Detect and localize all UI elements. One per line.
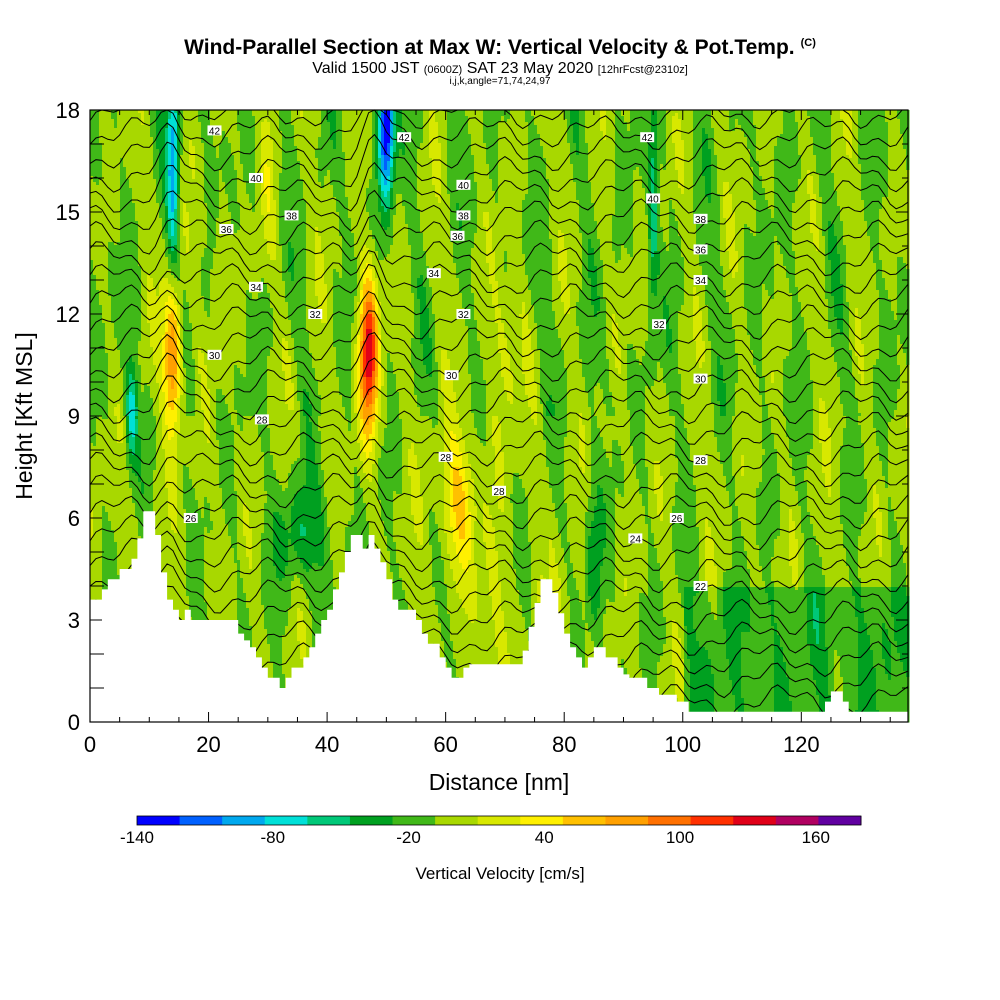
y-axis-label: Height [Kft MSL] (11, 332, 37, 499)
colorbar-swatch (818, 816, 861, 825)
contour-label: 42 (209, 126, 221, 137)
x-axis-label: Distance [nm] (429, 769, 570, 795)
contour-label: 26 (185, 514, 197, 525)
colorbar-tick-label: 100 (666, 828, 694, 848)
contour-label: 22 (695, 582, 707, 593)
contour-label: 28 (695, 456, 707, 467)
contour-label: 32 (653, 320, 665, 331)
contour-label: 34 (250, 283, 262, 294)
colorbar-tick-label: 160 (802, 828, 830, 848)
colorbar-swatch (265, 816, 308, 825)
contour-label: 28 (256, 415, 268, 426)
x-tick-label: 0 (84, 732, 96, 757)
y-tick-label: 12 (56, 302, 80, 327)
y-tick-label: 15 (56, 200, 80, 225)
contour-label: 30 (695, 375, 707, 386)
colorbar-tick-label: 40 (535, 828, 554, 848)
contour-label: 32 (310, 310, 322, 321)
y-tick-label: 3 (68, 608, 80, 633)
contour-label: 36 (695, 245, 707, 256)
x-tick-label: 100 (664, 732, 701, 757)
contour-label: 28 (493, 487, 505, 498)
contour-label: 40 (250, 174, 262, 185)
colorbar-swatch (393, 816, 436, 825)
colorbar-swatch (435, 816, 478, 825)
y-tick-label: 0 (68, 710, 80, 735)
colorbar-swatch (222, 816, 265, 825)
contour-label: 36 (221, 225, 233, 236)
contour-label: 42 (399, 133, 411, 144)
colorbar (137, 816, 862, 825)
contour-label: 32 (458, 310, 470, 321)
colorbar-title: Vertical Velocity [cm/s] (0, 864, 1000, 884)
contour-label: 38 (458, 211, 470, 222)
contour-label: 40 (648, 194, 660, 205)
colorbar-tick-label: -140 (120, 828, 154, 848)
colorbar-swatch (648, 816, 691, 825)
contour-label: 36 (452, 232, 464, 243)
colorbar-tick-label: -80 (260, 828, 285, 848)
colorbar-swatch (180, 816, 223, 825)
colorbar-swatch (478, 816, 521, 825)
y-tick-label: 6 (68, 506, 80, 531)
colorbar-swatch (520, 816, 563, 825)
colorbar-swatch (776, 816, 819, 825)
contour-label: 26 (671, 514, 683, 525)
colorbar-swatch (733, 816, 776, 825)
contour-label: 34 (695, 276, 707, 287)
contour-label: 24 (630, 534, 642, 545)
x-tick-label: 60 (433, 732, 457, 757)
x-tick-label: 120 (783, 732, 820, 757)
contour-label: 40 (458, 181, 470, 192)
contour-label: 42 (642, 133, 654, 144)
colorbar-swatch (691, 816, 734, 825)
contour-label: 38 (286, 211, 298, 222)
x-tick-label: 20 (196, 732, 220, 757)
contour-label: 34 (428, 269, 440, 280)
colorbar-swatch (605, 816, 648, 825)
y-tick-label: 9 (68, 404, 80, 429)
contour-label: 28 (440, 453, 452, 464)
colorbar-swatch (350, 816, 393, 825)
colorbar-swatch (307, 816, 350, 825)
colorbar-swatch (137, 816, 180, 825)
contour-label: 30 (446, 371, 458, 382)
contour-label: 38 (695, 215, 707, 226)
contour-label: 30 (209, 351, 221, 362)
colorbar-tick-label: -20 (396, 828, 421, 848)
cross-section-plot: 4242 4240404038 38 3836363634343432 32323030… (0, 0, 1000, 1000)
x-tick-label: 40 (315, 732, 339, 757)
x-tick-label: 80 (552, 732, 576, 757)
y-tick-label: 18 (56, 98, 80, 123)
colorbar-swatch (563, 816, 606, 825)
